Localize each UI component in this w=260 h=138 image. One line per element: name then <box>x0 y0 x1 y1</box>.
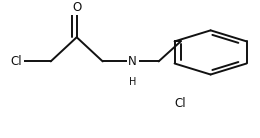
Text: N: N <box>128 55 137 68</box>
Text: H: H <box>129 77 136 87</box>
Text: Cl: Cl <box>174 97 186 110</box>
Text: O: O <box>72 1 81 14</box>
Text: Cl: Cl <box>10 55 22 68</box>
